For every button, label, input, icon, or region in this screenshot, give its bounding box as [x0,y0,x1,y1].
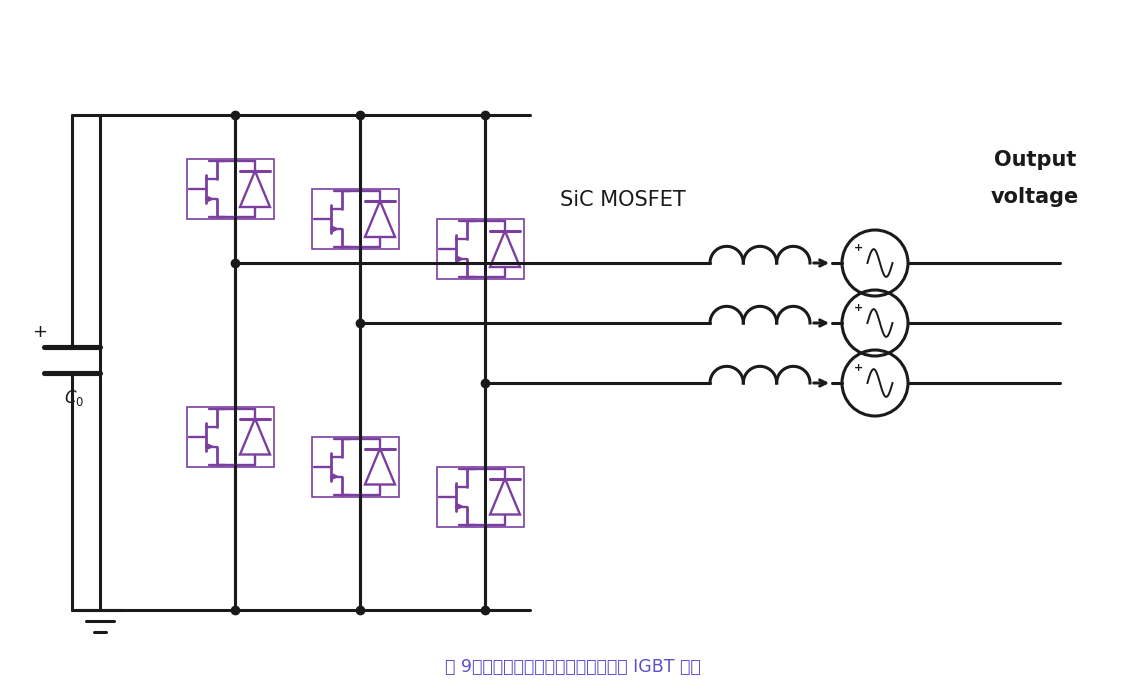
Text: voltage: voltage [991,187,1079,207]
Text: SiC MOSFET: SiC MOSFET [560,190,686,210]
Text: $C_0$: $C_0$ [64,388,84,408]
Text: +: + [853,303,864,313]
Text: Output: Output [993,150,1076,170]
Text: +: + [853,243,864,253]
Text: 图 9：在逆变器级中用碳化硅开关取代 IGBT 开关: 图 9：在逆变器级中用碳化硅开关取代 IGBT 开关 [445,658,701,676]
Text: +: + [853,363,864,373]
Text: +: + [32,323,47,341]
